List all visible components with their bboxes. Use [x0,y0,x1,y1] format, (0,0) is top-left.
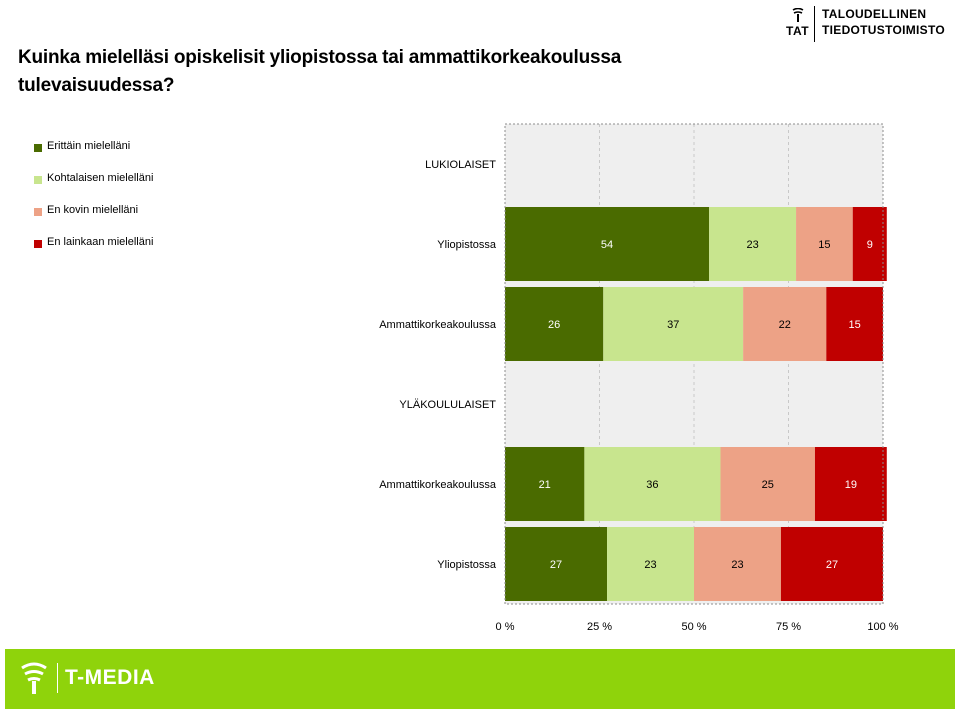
logo-name-line1: TALOUDELLINEN [822,7,927,21]
bar-segment [709,207,797,281]
legend-swatch [34,208,42,216]
data-label: 23 [644,559,656,571]
data-label: 25 [762,479,774,491]
bar-segment [505,287,604,361]
legend-label: Kohtalaisen mielelläni [47,172,154,184]
data-label: 21 [539,479,551,491]
data-label: 37 [667,319,679,331]
bar-segment [814,447,887,521]
bar-segment [852,207,887,281]
bar-segment [780,527,883,601]
bar-segment [505,447,585,521]
category-label: LUKIOLAISET [425,159,496,171]
data-label: 27 [826,559,838,571]
logo-name: TALOUDELLINEN TIEDOTUSTOIMISTO [822,6,945,38]
bar-segment [796,207,853,281]
stacked-bar-chart: 0 % 25 % 50 % 75 % 100 % LUKIOLAISET Yliopisto… [379,123,899,633]
data-label: 15 [818,239,830,251]
data-label: 26 [548,319,560,331]
t-media-emblem-icon [21,662,47,694]
bar-segment [505,527,608,601]
bar-segment [826,287,883,361]
legend-label: Erittäin mielelläni [47,140,131,152]
bar-segment [720,447,815,521]
bar-segment [505,207,710,281]
x-tick-label: 0 % [496,621,515,633]
category-label: Ammattikorkeakoulussa [379,479,497,491]
data-label: 23 [746,239,758,251]
bar-segment [603,287,744,361]
plot-border [504,123,884,605]
logo-abbreviation: TAT [786,24,810,38]
data-label: 36 [646,479,658,491]
bar-segment [607,527,694,601]
category-label: Yliopistossa [437,239,497,251]
data-label: 15 [849,319,861,331]
legend-swatch [34,144,42,152]
logo-name-line2: TIEDOTUSTOIMISTO [822,23,946,37]
footer-divider [57,663,58,693]
data-label: 22 [779,319,791,331]
bar-segment [584,447,721,521]
category-label: Yliopistossa [437,559,497,571]
bar-segment [694,527,781,601]
data-label: 54 [601,239,613,251]
data-label: 9 [867,239,873,251]
footer-brand: T-MEDIA [65,666,155,689]
x-tick-label: 75 % [776,621,801,633]
data-label: 23 [731,559,743,571]
category-label: Ammattikorkeakoulussa [379,319,497,331]
legend-label: En lainkaan mielelläni [47,236,154,248]
data-label: 27 [550,559,562,571]
x-tick-label: 100 % [867,621,898,633]
tat-emblem-icon [792,8,804,22]
x-tick-label: 25 % [587,621,612,633]
footer-bar: T-MEDIA [5,649,955,709]
bar-segment [743,287,827,361]
logo-divider [814,6,815,42]
legend-swatch [34,176,42,184]
data-label: 19 [845,479,857,491]
legend-label: En kovin mielelläni [47,204,139,216]
page-title: Kuinka mielelläsi opiskelisit yliopistos… [18,47,622,96]
legend-swatch [34,240,42,248]
category-label: YLÄKOULULAISET [399,399,496,411]
tat-logo: TAT TALOUDELLINEN TIEDOTUSTOIMISTO [786,4,956,44]
x-tick-label: 50 % [681,621,706,633]
